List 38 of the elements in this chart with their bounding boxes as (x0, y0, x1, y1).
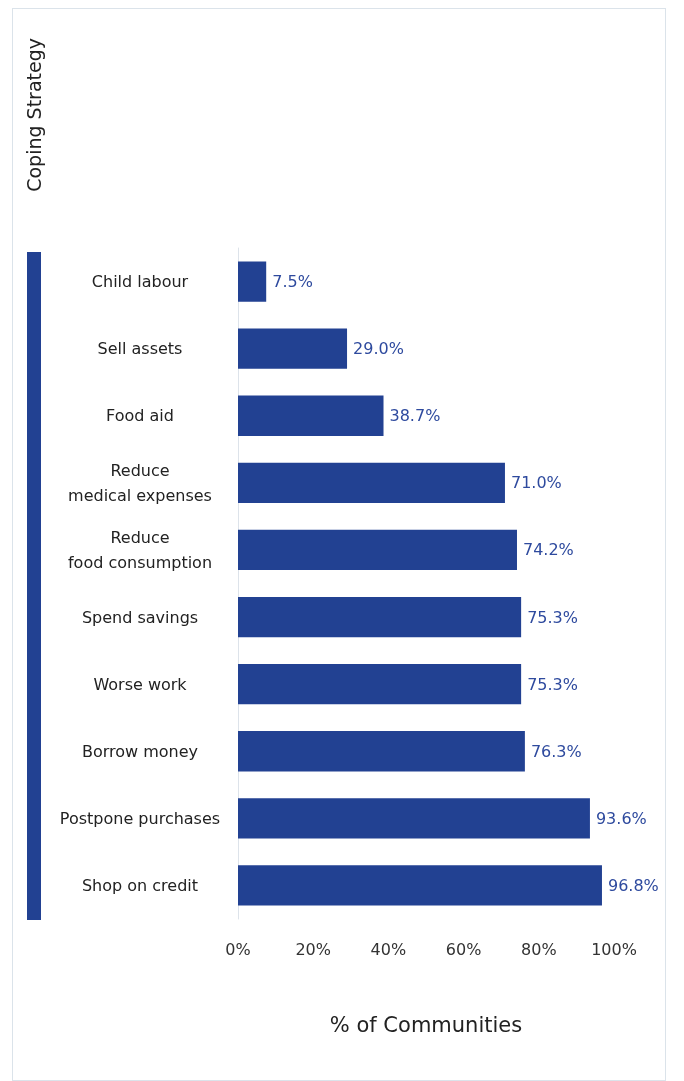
x-tick-label: 80% (521, 939, 557, 959)
bar (238, 328, 348, 369)
bar (238, 395, 384, 436)
x-tick-label: 60% (445, 939, 482, 959)
y-tick-label: Reduce food consumption (67, 527, 213, 572)
y-tick-label: Borrow money (81, 741, 199, 761)
y-tick-label: Food aid (106, 406, 174, 426)
data-label: 96.8% (607, 875, 659, 895)
data-label: 7.5% (272, 272, 313, 292)
data-label: 71.0% (510, 473, 562, 493)
x-tick-label: 100% (591, 939, 637, 959)
data-label: 93.6% (595, 808, 647, 828)
y-tick-label: Reduce medical expenses (68, 460, 212, 505)
data-label: 38.7% (389, 406, 441, 426)
data-label: 29.0% (353, 339, 404, 359)
y-tick-label: Sell assets (97, 339, 183, 359)
bar (238, 529, 517, 571)
y-axis-title: Coping Strategy (22, 38, 45, 192)
data-label: 75.3% (527, 674, 578, 694)
y-tick-label: Worse work (93, 674, 188, 694)
data-label: 74.2% (522, 540, 574, 560)
y-tick-label: Child labour (91, 272, 189, 292)
bar (238, 664, 522, 705)
x-tick-label: 40% (370, 939, 407, 959)
x-tick-label: 0% (225, 939, 251, 959)
bar (238, 261, 267, 302)
bar (238, 798, 590, 839)
x-axis-title: % of Communities (329, 1012, 523, 1037)
bar (238, 462, 505, 503)
y-tick-label: Spend savings (81, 607, 199, 627)
data-label: 76.3% (530, 741, 582, 761)
bar (238, 865, 602, 906)
y-tick-label: Shop on credit (81, 875, 199, 895)
x-tick-label: 20% (295, 939, 331, 959)
bar (238, 731, 525, 772)
y-tick-label: Postpone purchases (59, 808, 221, 828)
data-label: 75.3% (527, 607, 578, 627)
bar (238, 596, 522, 638)
